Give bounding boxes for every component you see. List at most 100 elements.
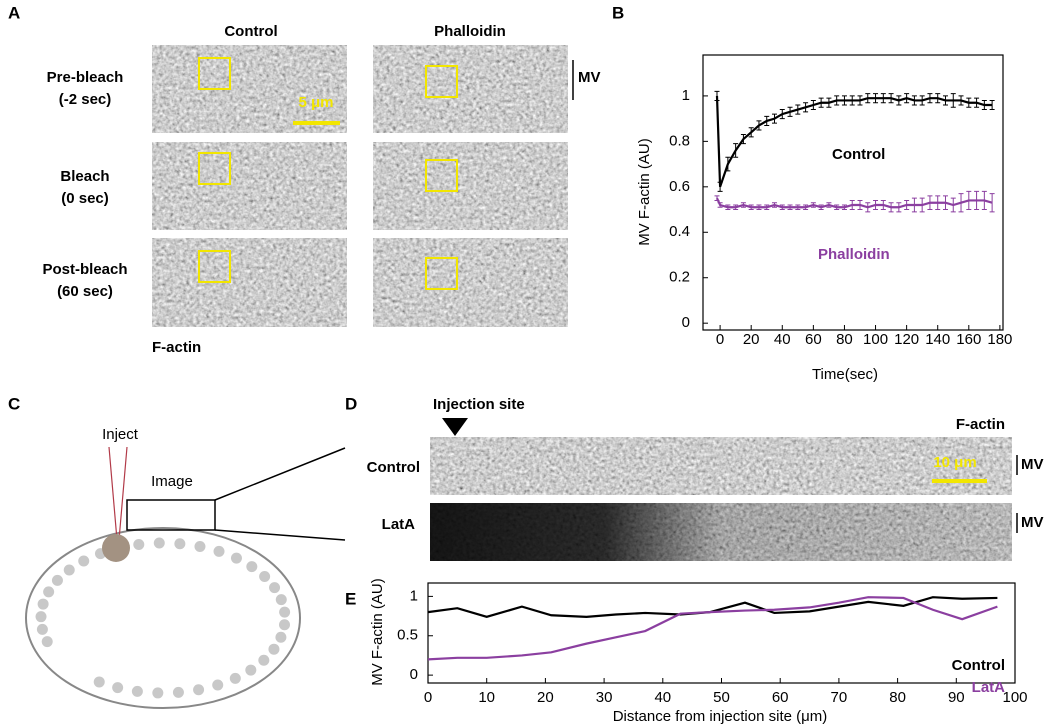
micrograph: [430, 437, 1012, 495]
roi: [198, 152, 231, 185]
error-bar: [779, 109, 785, 120]
series-line: [715, 95, 993, 188]
panel-label: B: [612, 3, 624, 22]
error-bar: [896, 95, 902, 106]
micrograph: [152, 238, 347, 327]
x-tick-label: 20: [743, 331, 760, 348]
error-bar: [725, 204, 731, 211]
error-bar: [958, 95, 964, 106]
needle: [118, 446, 128, 541]
error-bar: [896, 202, 902, 213]
error-bar: [717, 202, 723, 208]
error-bar: [974, 97, 980, 108]
error-bar: [919, 197, 925, 213]
x-tick-label: 120: [894, 331, 919, 348]
nucleus: [212, 679, 224, 691]
error-bar: [803, 102, 809, 113]
error-bar: [981, 99, 987, 111]
row-label: (60 sec): [57, 283, 113, 300]
error-bar: [834, 204, 840, 211]
nucleus: [43, 586, 55, 598]
nucleus: [37, 598, 49, 610]
error-bar: [733, 143, 739, 158]
nucleus: [275, 594, 287, 606]
x-tick-label: 0: [716, 331, 724, 348]
error-bar: [810, 202, 816, 208]
error-bar: [865, 93, 871, 104]
error-bar: [911, 197, 917, 213]
error-bar: [841, 95, 847, 106]
error-bar: [904, 93, 910, 104]
error-bar: [795, 204, 801, 211]
error-bar: [888, 202, 894, 213]
error-bar: [714, 195, 720, 201]
error-bar: [974, 190, 980, 211]
nucleus: [258, 654, 270, 666]
x-axis-label: Time(sec): [812, 366, 878, 383]
injection-site-label: Injection site: [433, 396, 525, 413]
error-bar: [733, 204, 739, 211]
nucleus: [268, 643, 280, 655]
error-bar: [911, 95, 917, 106]
nucleus: [172, 686, 184, 698]
error-bar: [935, 93, 941, 104]
mv-label: MV: [578, 69, 601, 86]
error-bar: [772, 113, 778, 124]
nucleus: [133, 538, 145, 550]
nucleus: [279, 619, 291, 631]
x-tick-label: 140: [925, 331, 950, 348]
x-tick-label: 20: [537, 689, 554, 706]
row-label: LatA: [382, 516, 416, 533]
nucleus: [213, 545, 225, 557]
needle: [108, 446, 118, 541]
panel-label: D: [345, 394, 357, 413]
nucleus: [229, 672, 241, 684]
series-line: [427, 596, 998, 619]
series-label: Control: [952, 657, 1005, 674]
x-tick-label: 50: [713, 689, 730, 706]
roi: [198, 250, 231, 283]
column-header: Phalloidin: [434, 23, 506, 40]
nucleus: [36, 623, 48, 635]
error-bar: [764, 204, 770, 211]
error-bar: [857, 199, 863, 211]
error-bar: [989, 193, 995, 213]
error-bar: [740, 202, 746, 208]
error-bar: [880, 199, 886, 211]
micrograph: [152, 142, 347, 230]
error-bar: [873, 93, 879, 104]
stain-label: F-actin: [956, 416, 1005, 433]
roi: [425, 257, 458, 290]
error-bar: [966, 97, 972, 108]
error-bar: [927, 93, 933, 104]
micrograph: [373, 142, 568, 230]
error-bar: [989, 99, 995, 111]
nuclei: [35, 537, 291, 699]
column-header: Control: [224, 23, 277, 40]
x-tick-label: 10: [478, 689, 495, 706]
error-bar: [849, 199, 855, 211]
x-tick-label: 80: [836, 331, 853, 348]
series-label: LatA: [972, 679, 1006, 696]
nucleus: [41, 636, 53, 648]
error-bar: [950, 93, 956, 108]
roi: [425, 159, 458, 192]
nucleus: [131, 685, 143, 697]
row-label: Pre-bleach: [47, 69, 124, 86]
error-bar: [942, 95, 948, 106]
x-tick-label: 40: [654, 689, 671, 706]
injection-bolus: [102, 534, 130, 562]
x-tick-label: 180: [987, 331, 1012, 348]
error-bar: [826, 202, 832, 208]
nucleus: [193, 684, 205, 696]
scale-bar-label: 5 μm: [298, 94, 333, 111]
y-tick-label: 0.6: [669, 178, 690, 195]
row-label: Bleach: [60, 168, 109, 185]
x-tick-label: 100: [863, 331, 888, 348]
y-axis-label: MV F-actin (AU): [369, 578, 386, 686]
error-bar: [927, 195, 933, 211]
mv-label: MV: [1021, 456, 1044, 473]
error-bar: [958, 193, 964, 213]
micrograph-shade: [430, 503, 1012, 561]
